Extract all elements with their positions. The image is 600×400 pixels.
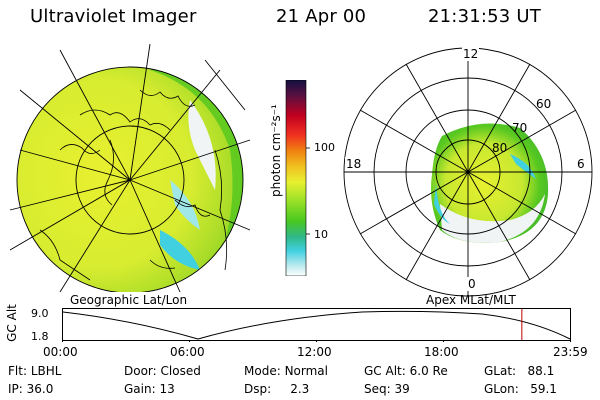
geographic-caption: Geographic Lat/Lon xyxy=(70,293,188,307)
timeline-ylabel: GC Alt xyxy=(5,304,19,342)
dsp-label: Dsp: xyxy=(244,382,272,396)
gcalt-value: 6.0 Re xyxy=(409,364,448,378)
info-flt: Flt: LBHL xyxy=(8,364,61,378)
flt-label: Flt: xyxy=(8,364,27,378)
ip-label: IP: xyxy=(8,382,23,396)
info-glon: GLon: 59.1 xyxy=(484,382,557,396)
seq-label: Seq: xyxy=(364,382,391,396)
date-label: 21 Apr 00 xyxy=(276,6,367,27)
lat-label-60: 60 xyxy=(536,97,552,111)
timeline-xtick-0600: 06:00 xyxy=(170,345,205,359)
seq-value: 39 xyxy=(394,382,410,396)
timeline-xtick-1200: 12:00 xyxy=(297,345,332,359)
glon-value: 59.1 xyxy=(530,382,557,396)
instrument-title: Ultraviolet Imager xyxy=(30,6,197,27)
info-glat: GLat: 88.1 xyxy=(484,364,554,378)
ip-value: 36.0 xyxy=(26,382,54,396)
gain-label: Gain: xyxy=(124,382,156,396)
info-door: Door: Closed xyxy=(124,364,201,378)
timeline-xtick-1800: 18:00 xyxy=(424,345,459,359)
mlt-label-6: 6 xyxy=(576,157,586,171)
timeline-xtick-0000: 00:00 xyxy=(43,345,78,359)
mode-label: Mode: xyxy=(244,364,281,378)
timeline-ytick-bottom: 1.8 xyxy=(31,330,49,343)
colorbar xyxy=(285,80,310,276)
time-label: 21:31:53 UT xyxy=(428,6,541,27)
info-gcalt: GC Alt: 6.0 Re xyxy=(364,364,448,378)
timeline-xtick-2359: 23:59 xyxy=(553,345,588,359)
info-mode: Mode: Normal xyxy=(244,364,328,378)
mlt-label-0: 0 xyxy=(467,277,477,291)
timeline-ytick-top: 9.0 xyxy=(31,307,49,320)
info-dsp: Dsp: 2.3 xyxy=(244,382,309,396)
door-label: Door: xyxy=(124,364,157,378)
glat-label: GLat: xyxy=(484,364,517,378)
colorbar-unit-label: photon cm⁻²s⁻¹ xyxy=(269,104,283,197)
dsp-value: 2.3 xyxy=(290,382,310,396)
info-gain: Gain: 13 xyxy=(124,382,175,396)
mlt-label-12: 12 xyxy=(462,47,480,61)
apex-polar-plot xyxy=(343,47,593,297)
apex-caption: Apex MLat/MLT xyxy=(426,293,516,307)
gain-value: 13 xyxy=(159,382,175,396)
glat-value: 88.1 xyxy=(527,364,555,378)
altitude-timeline xyxy=(62,308,571,342)
colorbar-tick-10: 10 xyxy=(314,228,328,241)
gcalt-label: GC Alt: xyxy=(364,364,406,378)
colorbar-tick-100: 100 xyxy=(314,141,335,154)
glon-label: GLon: xyxy=(484,382,519,396)
mlt-label-18: 18 xyxy=(345,157,363,171)
door-value: Closed xyxy=(160,364,201,378)
geographic-image xyxy=(9,43,251,292)
mode-value: Normal xyxy=(284,364,328,378)
info-ip: IP: 36.0 xyxy=(8,382,53,396)
info-seq: Seq: 39 xyxy=(364,382,410,396)
lat-label-70: 70 xyxy=(512,121,528,135)
lat-label-80: 80 xyxy=(492,141,508,155)
flt-value: LBHL xyxy=(30,364,62,378)
